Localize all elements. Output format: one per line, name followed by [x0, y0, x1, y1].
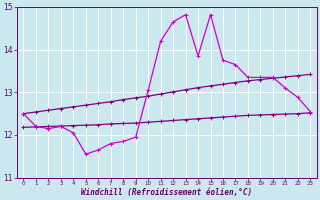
X-axis label: Windchill (Refroidissement éolien,°C): Windchill (Refroidissement éolien,°C) [81, 188, 252, 197]
